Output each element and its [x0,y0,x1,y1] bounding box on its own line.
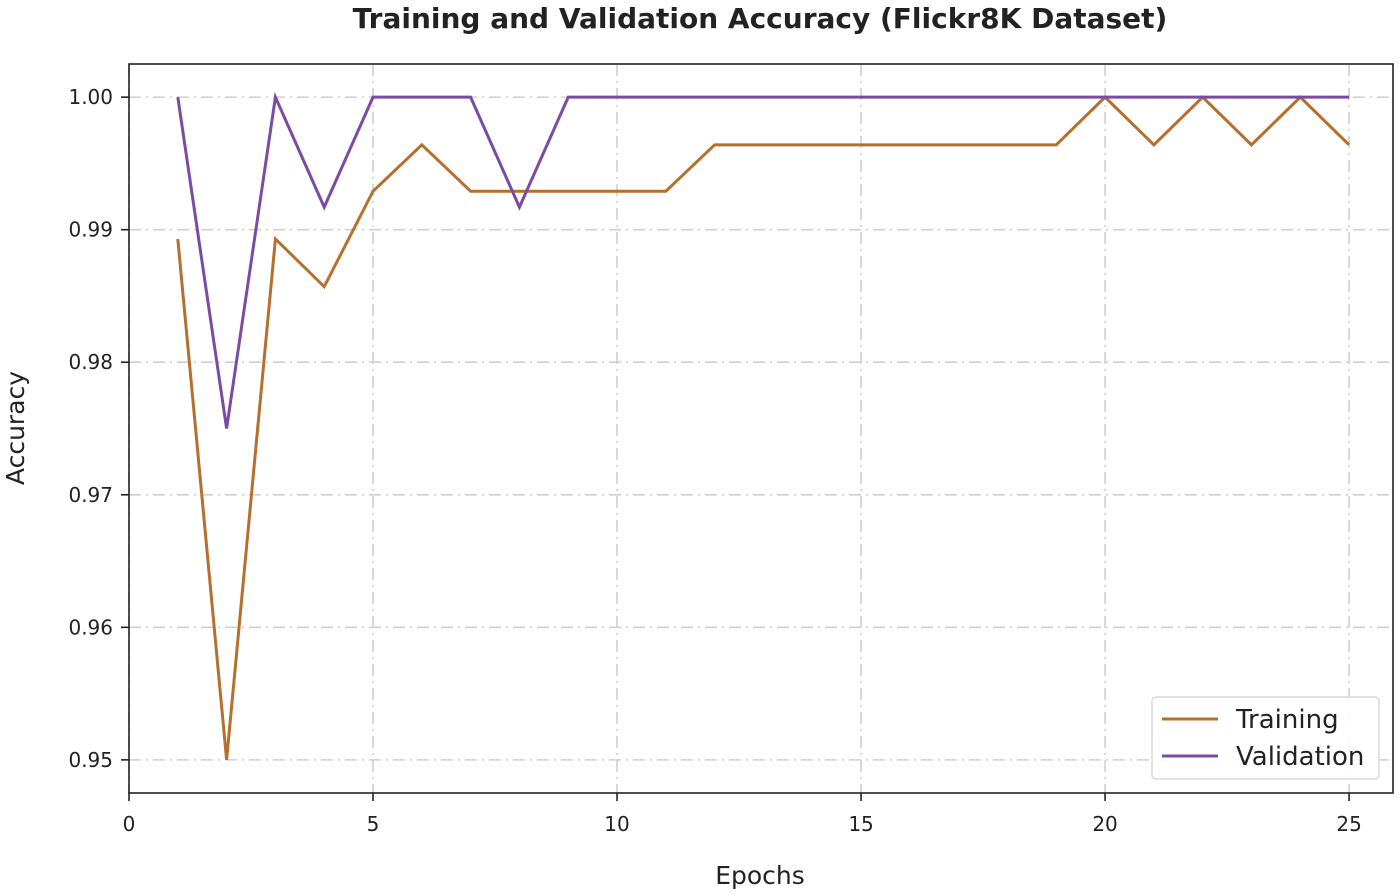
y-tick-label: 0.98 [68,350,113,374]
y-tick-label: 0.95 [68,748,113,772]
chart-title: Training and Validation Accuracy (Flickr… [353,2,1168,35]
x-tick-label: 25 [1336,812,1361,836]
legend-label-training: Training [1235,705,1339,735]
y-tick-label: 0.96 [68,615,113,639]
x-tick-label: 20 [1092,812,1117,836]
axis-ticks: 0 5 10 15 20 25 0.95 0.96 0.97 0.98 0.99 1.00 [68,85,1361,836]
legend: Training Validation [1151,696,1380,780]
y-tick-label: 1.00 [68,85,113,109]
x-tick-label: 0 [123,812,136,836]
axes-frame [128,63,1394,794]
y-axis-label: Accuracy [1,371,30,485]
x-tick-label: 10 [604,812,629,836]
series-line-training [176,95,1351,760]
y-tick-label: 0.97 [68,483,113,507]
x-tick-label: 5 [367,812,380,836]
x-axis-label: Epochs [715,861,805,890]
series-line-validation [176,91,1350,429]
grid [128,64,1393,793]
x-tick-label: 15 [848,812,873,836]
y-tick-label: 0.99 [68,218,113,242]
plot-series [176,91,1351,760]
legend-label-validation: Validation [1236,742,1364,772]
